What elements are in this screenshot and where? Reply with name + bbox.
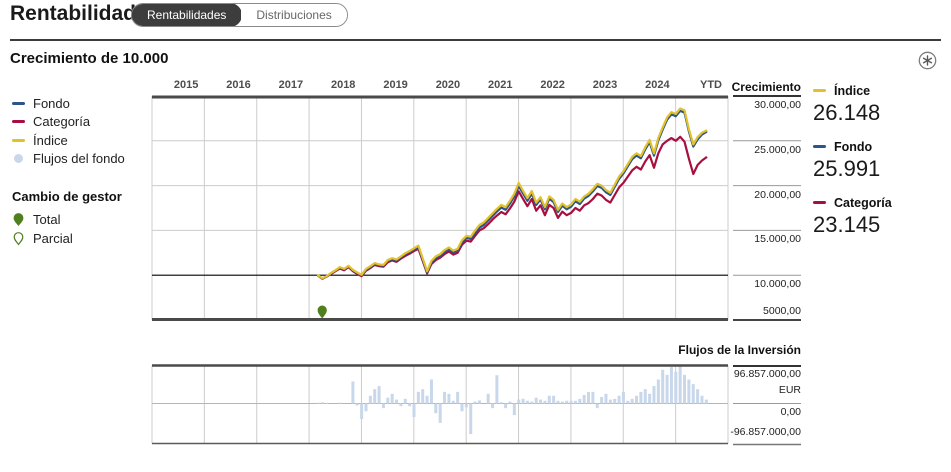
pin-filled-icon: [13, 213, 24, 226]
tab-distribuciones[interactable]: Distribuciones: [241, 4, 347, 26]
view-tabs: Rentabilidades Distribuciones: [131, 3, 348, 27]
legend-item-indice[interactable]: Índice: [12, 131, 152, 150]
legend-label: Flujos del fondo: [33, 151, 125, 167]
legend-item-fondo[interactable]: Fondo: [12, 94, 152, 113]
flows-chart-plot-area[interactable]: [152, 365, 728, 443]
tab-rentabilidades[interactable]: Rentabilidades: [131, 4, 243, 26]
header-divider: [10, 39, 941, 41]
indice-line-swatch: [12, 138, 25, 142]
summary-indice: Índice 26.148: [813, 83, 948, 126]
flows-min-label: -96.857.000,00: [730, 426, 801, 438]
categoria-line-swatch: [813, 201, 826, 204]
summary-label: Fondo: [834, 139, 873, 154]
legend-label: Categoría: [33, 114, 91, 130]
growth-axis-title: Crecimiento: [731, 80, 801, 94]
x-tick-label: 2024: [645, 79, 670, 91]
summary-value: 25.991: [813, 156, 881, 181]
y-tick-label: 20.000,00: [754, 188, 801, 201]
summary-label: Categoría: [834, 195, 892, 210]
summary-panel: Índice 26.148 Fondo 25.991 Categoría 23.…: [813, 83, 948, 251]
indice-line-swatch: [813, 89, 826, 92]
x-tick-label: 2018: [330, 79, 356, 91]
flows-max-label: 96.857.000,00: [733, 368, 801, 380]
legend-label: Fondo: [33, 95, 70, 111]
summary-value: 23.145: [813, 212, 881, 237]
section-title: Crecimiento de 10.000: [10, 50, 169, 67]
x-tick-label: 2023: [592, 79, 618, 91]
y-tick-label: 25.000,00: [754, 143, 801, 156]
flows-unit-label: EUR: [778, 384, 801, 396]
legend-item-flujos[interactable]: Flujos del fondo: [12, 150, 152, 169]
x-tick-label: 2022: [540, 79, 565, 91]
fondo-line-swatch: [813, 145, 826, 148]
y-tick-label: 5000,00: [763, 305, 801, 317]
legend-item-categoria[interactable]: Categoría: [12, 113, 152, 132]
summary-value: 26.148: [813, 100, 881, 125]
x-tick-label: 2015: [173, 79, 199, 91]
manager-change-title: Cambio de gestor: [12, 189, 122, 204]
x-tick-label: 2020: [435, 79, 461, 91]
y-tick-label: 30.000,00: [754, 99, 801, 111]
chart-legend: Fondo Categoría Índice Flujos del fondo …: [12, 94, 152, 248]
legend-label: Total: [33, 212, 61, 227]
x-tick-label: 2021: [488, 79, 513, 91]
x-tick-label: 2019: [383, 79, 408, 91]
legend-label: Índice: [33, 132, 68, 148]
categoria-line-swatch: [12, 120, 25, 124]
flows-zero-label: 0,00: [780, 406, 801, 418]
y-tick-label: 10.000,00: [754, 278, 801, 291]
legend-item-parcial: Parcial: [12, 229, 152, 248]
growth-chart-plot-area[interactable]: [152, 96, 728, 321]
page-title: Rentabilidad: [10, 2, 137, 25]
summary-fondo: Fondo 25.991: [813, 139, 948, 182]
legend-label: Parcial: [33, 231, 73, 246]
flujos-circle-swatch: [14, 154, 23, 164]
legend-item-total: Total: [12, 210, 152, 229]
x-tick-label: 2016: [226, 79, 251, 91]
summary-categoria: Categoría 23.145: [813, 195, 948, 238]
flows-title: Flujos de la Inversión: [678, 343, 801, 357]
pin-outline-icon: [13, 232, 24, 246]
x-tick-label: 2017: [278, 79, 304, 91]
x-tick-label: YTD: [699, 79, 722, 91]
summary-label: Índice: [834, 83, 871, 98]
y-tick-label: 15.000,00: [754, 233, 801, 246]
fondo-line-swatch: [12, 101, 25, 105]
asterisk-circle-icon[interactable]: [917, 50, 938, 71]
